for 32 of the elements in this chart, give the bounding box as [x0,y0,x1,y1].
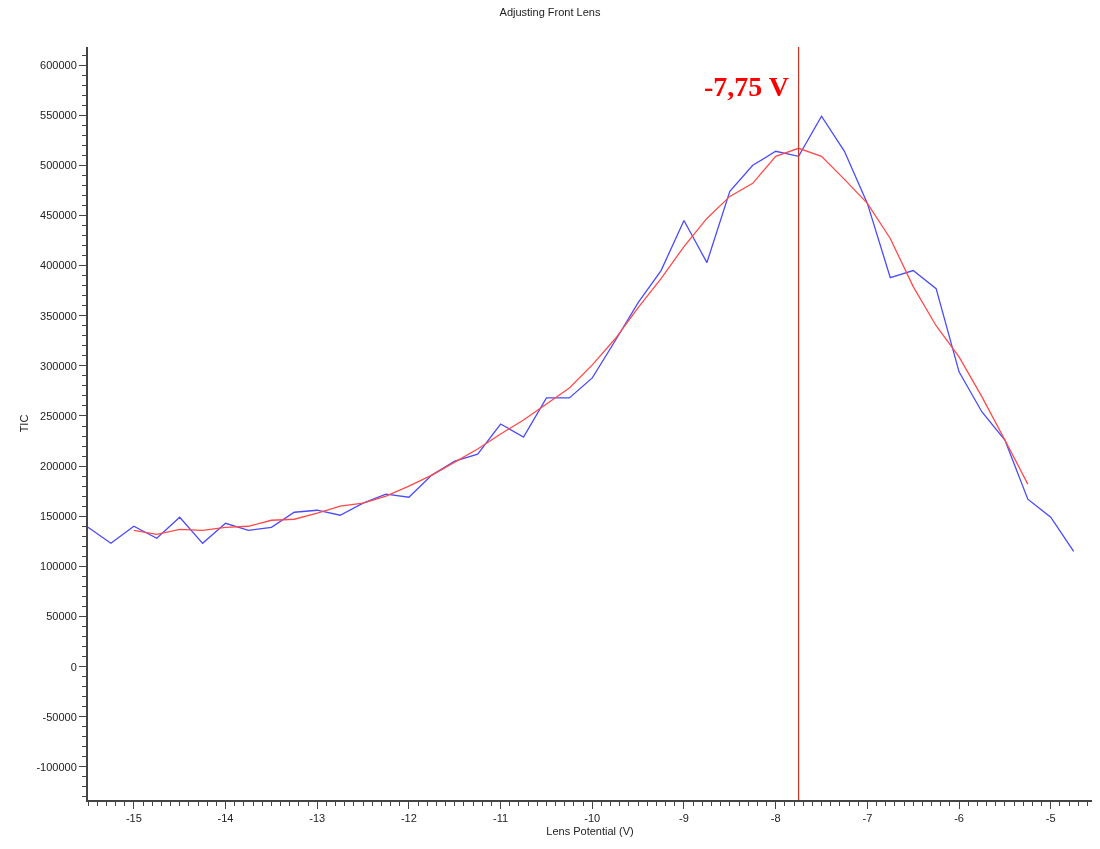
line-series [88,115,1075,552]
x-tick-label: -13 [309,812,326,825]
x-tick-label: -5 [1045,812,1056,825]
y-axis-title: TIC [17,414,30,433]
y-tick-label: 400000 [40,259,77,272]
x-axis-title: Lens Potential (V) [546,824,634,837]
y-tick-label: 350000 [40,309,77,322]
x-tick-label: -14 [217,812,234,825]
y-tick-label: 450000 [40,209,77,222]
line-series [133,147,1029,535]
y-tick-label: -100000 [36,760,77,773]
x-tick-label: -8 [770,812,781,825]
x-tick-label: -12 [400,812,417,825]
y-tick-label: 100000 [40,560,77,573]
x-tick-label: -10 [584,812,601,825]
chart-title: Adjusting Front Lens [499,6,601,19]
y-tick-label: 200000 [40,459,77,472]
y-tick-label: -50000 [42,710,77,723]
y-tick-label: 0 [70,660,77,673]
y-tick-label: 500000 [40,159,77,172]
y-tick-label: 300000 [40,359,77,372]
y-tick-label: 50000 [46,610,77,623]
x-tick-label: -6 [954,812,964,825]
x-tick-label: -9 [679,812,689,825]
x-tick-label: -11 [493,812,509,825]
x-tick-label: -7 [862,812,873,825]
y-tick-label: 250000 [40,409,77,422]
y-tick-label: 600000 [40,58,77,71]
annotation: -7,75 V [704,71,790,102]
y-tick-label: 550000 [40,109,77,122]
y-tick-label: 150000 [40,510,77,523]
x-tick-label: -15 [125,812,142,825]
